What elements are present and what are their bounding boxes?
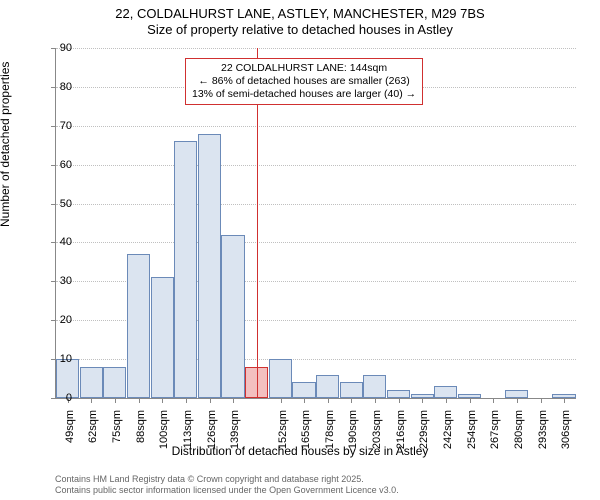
histogram-bar [387,390,410,398]
xtick-label: 242sqm [442,410,454,460]
ytick-label: 70 [32,120,72,132]
xtick-label: 113sqm [182,410,194,460]
xtick-label: 229sqm [418,410,430,460]
ytick-label: 30 [32,275,72,287]
xtick-label: 88sqm [135,410,147,460]
histogram-bar [127,254,150,398]
xtick-label: 216sqm [395,410,407,460]
xtick-label: 306sqm [560,410,572,460]
xtick-mark [162,398,163,403]
xtick-label: 267sqm [489,410,501,460]
gridline [56,204,576,205]
ytick-label: 0 [32,392,72,404]
y-axis-label: Number of detached properties [0,62,12,227]
xtick-mark [446,398,447,403]
xtick-label: 280sqm [513,410,525,460]
xtick-label: 139sqm [229,410,241,460]
histogram-bar [363,375,386,398]
xtick-mark [233,398,234,403]
annotation-box: 22 COLDALHURST LANE: 144sqm ← 86% of det… [185,58,423,105]
histogram-bar [80,367,103,398]
xtick-mark [186,398,187,403]
ytick-label: 60 [32,159,72,171]
histogram-bar [340,382,363,398]
xtick-mark [304,398,305,403]
gridline [56,242,576,243]
histogram-bar [221,235,244,398]
xtick-mark [210,398,211,403]
xtick-mark [541,398,542,403]
gridline [56,165,576,166]
xtick-mark [399,398,400,403]
annotation-line1: 22 COLDALHURST LANE: 144sqm [192,62,416,75]
ytick-label: 20 [32,314,72,326]
xtick-label: 178sqm [324,410,336,460]
xtick-label: 190sqm [347,410,359,460]
xtick-label: 49sqm [64,410,76,460]
xtick-label: 75sqm [111,410,123,460]
xtick-mark [328,398,329,403]
chart-container: 22, COLDALHURST LANE, ASTLEY, MANCHESTER… [0,0,600,500]
histogram-bar [269,359,292,398]
gridline [56,48,576,49]
ytick-label: 50 [32,198,72,210]
footer-line1: Contains HM Land Registry data © Crown c… [55,474,399,485]
annotation-line3: 13% of semi-detached houses are larger (… [192,88,416,101]
xtick-label: 165sqm [300,410,312,460]
footer-attribution: Contains HM Land Registry data © Crown c… [55,474,399,497]
xtick-label: 293sqm [537,410,549,460]
histogram-bar [151,277,174,398]
footer-line2: Contains public sector information licen… [55,485,399,496]
annotation-line2: ← 86% of detached houses are smaller (26… [192,75,416,88]
histogram-bar [174,141,197,398]
xtick-mark [375,398,376,403]
xtick-label: 254sqm [466,410,478,460]
gridline [56,126,576,127]
ytick-label: 80 [32,81,72,93]
xtick-mark [470,398,471,403]
histogram-bar [198,134,221,398]
xtick-label: 62sqm [87,410,99,460]
xtick-mark [351,398,352,403]
chart-title-main: 22, COLDALHURST LANE, ASTLEY, MANCHESTER… [0,6,600,21]
xtick-mark [91,398,92,403]
ytick-label: 40 [32,236,72,248]
xtick-mark [115,398,116,403]
xtick-mark [281,398,282,403]
xtick-label: 126sqm [206,410,218,460]
xtick-mark [422,398,423,403]
ytick-label: 10 [32,353,72,365]
xtick-label: 100sqm [158,410,170,460]
histogram-bar [316,375,339,398]
chart-title-sub: Size of property relative to detached ho… [0,22,600,37]
xtick-mark [139,398,140,403]
xtick-mark [493,398,494,403]
xtick-label: 203sqm [371,410,383,460]
xtick-mark [517,398,518,403]
histogram-bar [434,386,457,398]
histogram-bar [103,367,126,398]
xtick-mark [564,398,565,403]
ytick-label: 90 [32,42,72,54]
xtick-label: 152sqm [277,410,289,460]
histogram-bar [292,382,315,398]
histogram-bar [505,390,528,398]
